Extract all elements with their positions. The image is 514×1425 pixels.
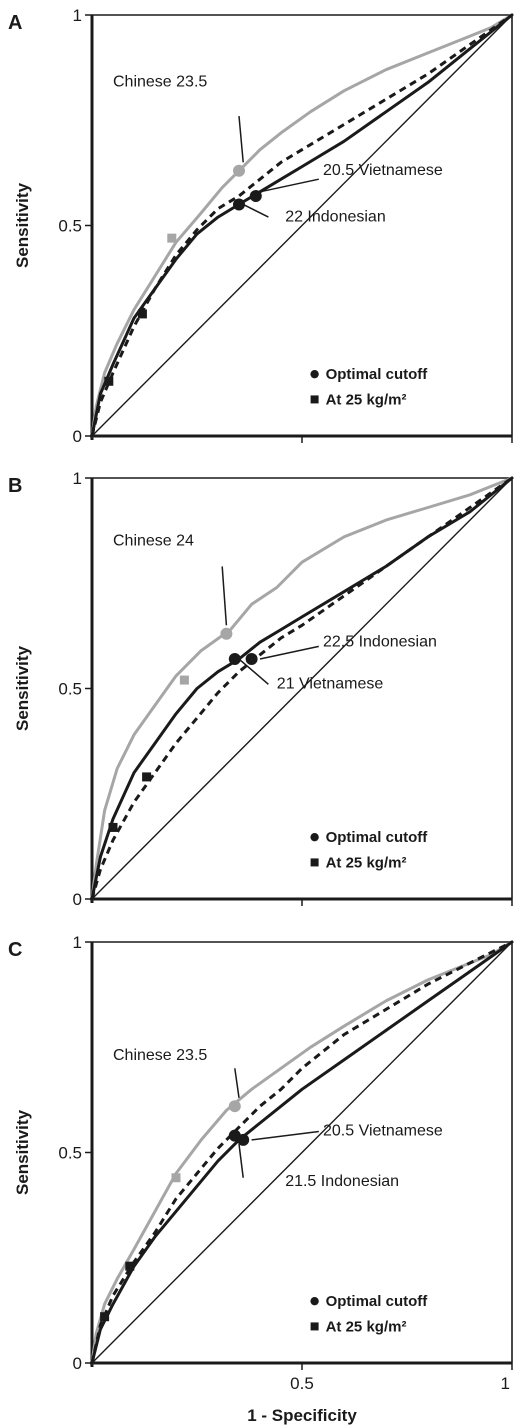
legend-label-at-25: At 25 kg/m² — [326, 1318, 407, 1335]
at25-marker-chinese — [167, 233, 177, 243]
y-tick-label: 0 — [73, 1354, 82, 1373]
at25-marker-indonesian — [100, 1312, 110, 1322]
at25-marker-indonesian — [108, 822, 118, 832]
annotation-leader-line — [251, 1130, 319, 1141]
panel-label: A — [8, 12, 22, 34]
at25-marker-vietnamese — [137, 309, 147, 319]
legend-circle-marker — [310, 1296, 319, 1306]
annotation-label: Chinese 23.5 — [113, 74, 207, 91]
optimal-cutoff-marker-vietnamese — [228, 653, 241, 666]
reference-diagonal — [91, 941, 513, 1364]
legend: Optimal cutoff At 25 kg/m² — [310, 829, 428, 871]
annotation-label: 21.5 Indonesian — [285, 1173, 399, 1190]
y-axis-title: Sensitivity — [13, 1109, 32, 1195]
legend-square-marker — [310, 858, 319, 867]
legend-circle-marker — [310, 369, 319, 379]
optimal-cutoff-marker-chinese — [228, 1100, 241, 1113]
annotation-leader-line — [259, 178, 319, 193]
y-tick-label: 0 — [73, 427, 82, 446]
panel-label: C — [8, 939, 22, 961]
chart-panel-a: A Sensitivity 0 0.5 1 Chinese 23.5 20.5 Vietna… — [8, 6, 514, 446]
annotation-label: 20.5 Vietnamese — [323, 1123, 443, 1140]
annotation-label: Chinese 24 — [113, 532, 194, 549]
series-line-chinese — [90, 940, 514, 1365]
legend-circle-marker — [310, 832, 319, 842]
legend-label-optimal-cutoff: Optimal cutoff — [326, 829, 429, 846]
legend-square-marker — [310, 395, 319, 404]
legend-label-at-25: At 25 kg/m² — [326, 854, 407, 871]
series-line-chinese — [90, 476, 514, 901]
series-line-indonesian — [90, 13, 513, 437]
annotation-label: 22 Indonesian — [285, 208, 386, 225]
x-tick-label: 1 — [501, 1374, 510, 1393]
x-axis-title: 1 - Specificity — [247, 1406, 357, 1425]
chart-panel-b: B Sensitivity 0 0.5 1 Chinese 24 22.5 Indonesi… — [8, 469, 514, 909]
annotation-label: 20.5 Vietnamese — [323, 162, 443, 179]
optimal-cutoff-marker-vietnamese — [249, 190, 262, 203]
legend-label-at-25: At 25 kg/m² — [326, 391, 407, 408]
annotation-label: 22.5 Indonesian — [323, 633, 437, 650]
optimal-cutoff-marker-chinese — [220, 627, 233, 640]
annotation-leader-line — [238, 115, 244, 163]
legend-label-optimal-cutoff: Optimal cutoff — [326, 366, 429, 383]
legend-square-marker — [310, 1322, 319, 1331]
annotation-label: 21 Vietnamese — [277, 676, 384, 693]
optimal-cutoff-marker-indonesian — [233, 198, 245, 211]
reference-diagonal — [91, 477, 513, 900]
y-axis-title: Sensitivity — [13, 182, 32, 268]
series-line-indonesian — [90, 940, 513, 1364]
annotation-leader-line — [259, 645, 319, 660]
y-tick-label: 0.5 — [58, 1144, 82, 1163]
annotation-leader-line — [234, 1068, 240, 1098]
y-axis-title: Sensitivity — [13, 645, 32, 731]
y-tick-label: 1 — [73, 6, 82, 25]
at25-marker-chinese — [179, 675, 189, 685]
annotation-leader-line — [238, 1143, 244, 1178]
y-tick-label: 1 — [73, 933, 82, 952]
y-tick-label: 0 — [73, 890, 82, 909]
legend-label-optimal-cutoff: Optimal cutoff — [326, 1293, 429, 1310]
y-tick-label: 0.5 — [58, 680, 82, 699]
optimal-cutoff-marker-indonesian — [228, 1129, 241, 1142]
at25-marker-vietnamese — [142, 772, 152, 782]
y-tick-label: 1 — [73, 469, 82, 488]
annotation-leader-line — [242, 203, 269, 218]
legend: Optimal cutoff At 25 kg/m² — [310, 1293, 428, 1335]
optimal-cutoff-marker-indonesian — [245, 653, 258, 666]
reference-diagonal — [91, 14, 513, 437]
y-tick-label: 0.5 — [58, 217, 82, 236]
optimal-cutoff-marker-chinese — [233, 164, 245, 177]
annotation-leader-line — [238, 658, 269, 685]
at25-marker-indonesian — [104, 376, 114, 386]
at25-marker-chinese — [171, 1173, 181, 1183]
x-tick-label: 0.5 — [290, 1374, 314, 1393]
at25-marker-vietnamese — [125, 1261, 135, 1271]
annotation-label: Chinese 23.5 — [113, 1047, 207, 1064]
panel-label: B — [8, 475, 22, 497]
annotation-leader-line — [221, 566, 228, 626]
legend: Optimal cutoff At 25 kg/m² — [310, 366, 428, 408]
chart-panel-c: C Sensitivity 0 0.5 1 0.5 1 Chinese 23.5 20.5 Vi… — [8, 933, 514, 1425]
